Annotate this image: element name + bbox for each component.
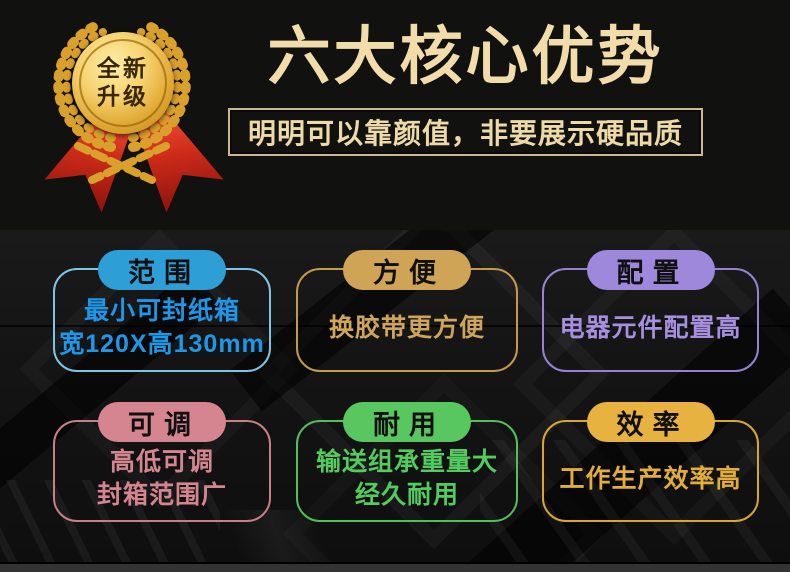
advantage-tag-durable: 耐用 — [343, 402, 471, 442]
advantage-desc-efficiency: 工作生产效率高 — [559, 464, 742, 493]
advantage-card-durable: 耐用 输送组承重量大 经久耐用 — [296, 402, 518, 522]
medal-label-line2: 升级 — [97, 83, 149, 109]
advantage-card-configuration: 配置 电器元件配置高 — [542, 250, 759, 372]
advantage-tag-convenience: 方便 — [343, 250, 471, 290]
advantage-desc-adjustable: 高低可调 封箱范围广 — [96, 448, 227, 509]
horizontal-divider-line — [0, 325, 790, 327]
bottom-divider-line — [0, 562, 790, 564]
advantage-card-convenience: 方便 换胶带更方便 — [296, 250, 518, 372]
light-beam — [0, 480, 220, 572]
advantage-tag-range: 范围 — [98, 250, 226, 290]
advantage-tag-efficiency: 效率 — [586, 402, 715, 442]
page-title: 六大核心优势 — [267, 22, 664, 92]
advantage-card-adjustable: 可调 高低可调 封箱范围广 — [53, 402, 271, 522]
advantage-desc-convenience: 换胶带更方便 — [328, 313, 485, 342]
header-text-block: 六大核心优势 明明可以靠颜值，非要展示硬品质 — [228, 14, 703, 156]
advantage-tag-configuration: 配置 — [586, 250, 715, 290]
bottom-edge-strip — [0, 564, 790, 572]
new-upgrade-medal-badge: 全新 升级 — [40, 8, 230, 208]
advantage-desc-durable: 输送组承重量大 经久耐用 — [315, 448, 498, 509]
advantage-card-efficiency: 效率 工作生产效率高 — [542, 402, 759, 522]
gold-medal-icon — [72, 32, 174, 134]
advantage-desc-configuration: 电器元件配置高 — [559, 313, 742, 342]
medal-label: 全新 升级 — [72, 54, 174, 110]
advantage-desc-range: 最小可封纸箱 宽120X高130mm — [59, 297, 265, 358]
advantage-card-range: 范围 最小可封纸箱 宽120X高130mm — [53, 250, 271, 372]
medal-label-line1: 全新 — [97, 55, 149, 81]
advantage-tag-adjustable: 可调 — [98, 402, 226, 442]
laurel-wreath-icon — [53, 19, 191, 184]
subtitle-box: 明明可以靠颜值，非要展示硬品质 — [228, 108, 703, 156]
